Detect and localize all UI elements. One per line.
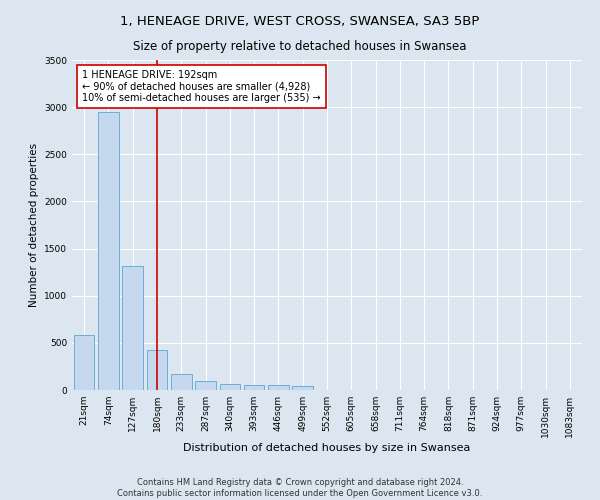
Bar bbox=[98, 112, 119, 390]
Y-axis label: Number of detached properties: Number of detached properties bbox=[29, 143, 38, 307]
X-axis label: Distribution of detached houses by size in Swansea: Distribution of detached houses by size … bbox=[184, 442, 470, 452]
Bar bbox=[292, 386, 313, 390]
Bar bbox=[195, 380, 216, 390]
Text: 1 HENEAGE DRIVE: 192sqm
← 90% of detached houses are smaller (4,928)
10% of semi: 1 HENEAGE DRIVE: 192sqm ← 90% of detache… bbox=[82, 70, 321, 103]
Bar bbox=[244, 385, 265, 390]
Bar bbox=[220, 384, 240, 390]
Bar bbox=[268, 386, 289, 390]
Bar bbox=[171, 374, 191, 390]
Bar bbox=[146, 350, 167, 390]
Text: 1, HENEAGE DRIVE, WEST CROSS, SWANSEA, SA3 5BP: 1, HENEAGE DRIVE, WEST CROSS, SWANSEA, S… bbox=[121, 15, 479, 28]
Text: Contains HM Land Registry data © Crown copyright and database right 2024.
Contai: Contains HM Land Registry data © Crown c… bbox=[118, 478, 482, 498]
Bar bbox=[74, 336, 94, 390]
Text: Size of property relative to detached houses in Swansea: Size of property relative to detached ho… bbox=[133, 40, 467, 53]
Bar bbox=[122, 266, 143, 390]
